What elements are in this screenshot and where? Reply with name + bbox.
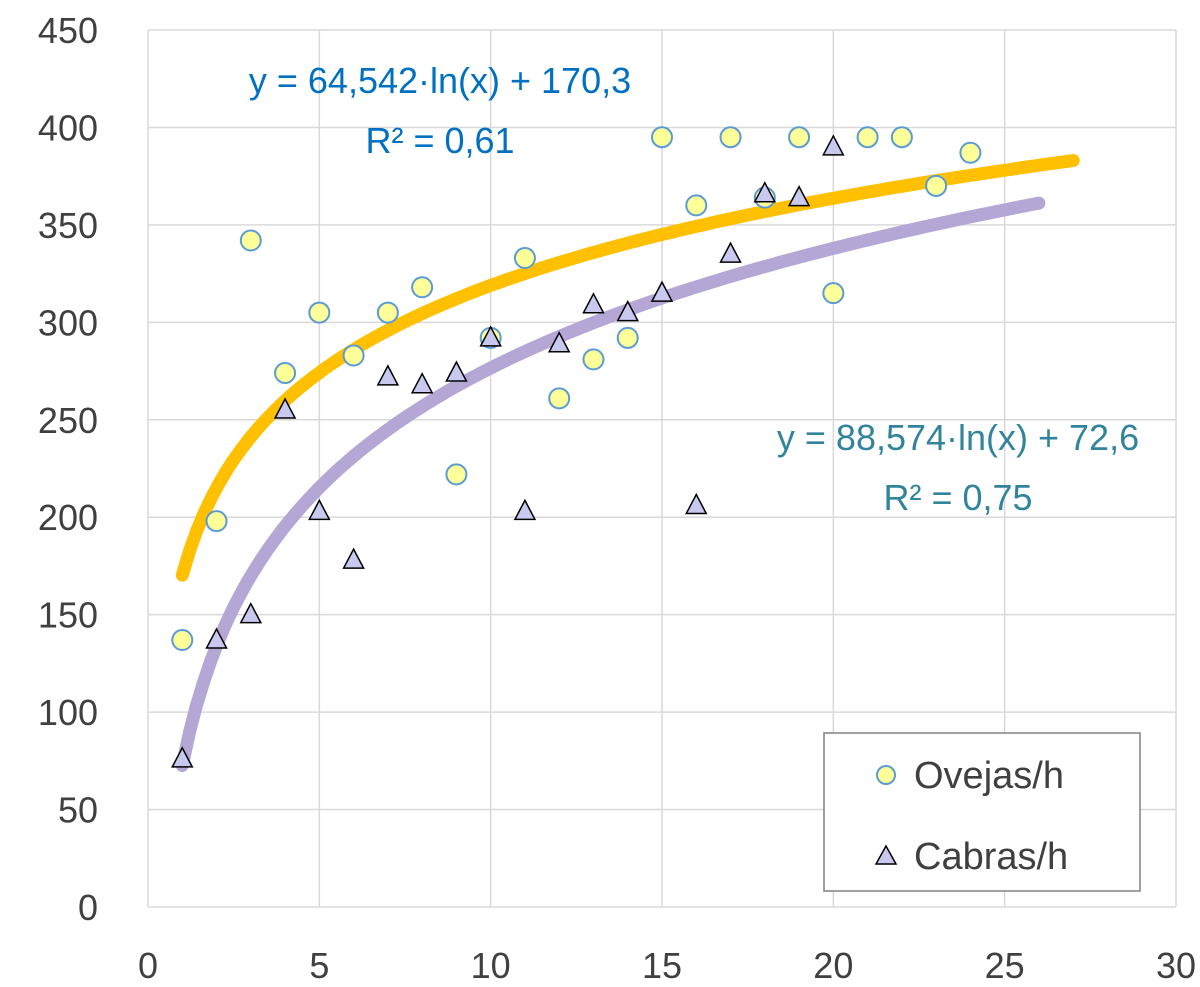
x-tick-label: 20	[813, 945, 853, 986]
point-cabras	[547, 331, 571, 353]
x-tick-label: 0	[138, 945, 158, 986]
point-ovejas	[616, 326, 639, 349]
point-ovejas	[274, 362, 297, 385]
trendline-cabras	[175, 196, 1046, 772]
point-ovejas	[239, 229, 262, 252]
point-ovejas	[308, 301, 331, 324]
data-points	[171, 126, 982, 768]
y-tick-label: 350	[38, 205, 98, 246]
x-tick-label: 25	[985, 945, 1025, 986]
point-cabras	[273, 397, 297, 419]
point-cabras	[753, 181, 777, 203]
point-cabras	[239, 602, 263, 624]
point-ovejas	[925, 174, 948, 197]
trendline-equation-ovejas: y = 64,542·ln(x) + 170,3	[249, 60, 631, 101]
point-ovejas	[856, 126, 879, 149]
legend: Ovejas/h Cabras/h	[823, 732, 1141, 892]
point-cabras	[342, 547, 365, 569]
point-cabras	[376, 364, 400, 386]
point-ovejas	[445, 463, 468, 486]
x-tick-label: 15	[642, 945, 682, 986]
point-cabras	[308, 498, 331, 521]
x-tick-label: 5	[309, 945, 329, 986]
y-tick-label: 100	[38, 692, 98, 733]
legend-marker-ovejas	[876, 765, 896, 785]
point-ovejas	[342, 344, 365, 367]
point-ovejas	[582, 348, 605, 371]
point-ovejas	[513, 247, 536, 270]
x-tick-label: 10	[471, 945, 511, 986]
y-tick-label: 150	[38, 595, 98, 636]
point-cabras	[685, 492, 708, 515]
point-cabras	[205, 627, 228, 649]
point-ovejas	[376, 301, 399, 324]
x-tick-label: 30	[1156, 945, 1196, 986]
y-tick-label: 300	[38, 302, 98, 343]
legend-label-ovejas: Ovejas/h	[914, 755, 1064, 797]
gridlines	[147, 29, 1177, 908]
point-ovejas	[685, 194, 708, 217]
point-ovejas	[411, 276, 434, 299]
trendline-r2-ovejas: R² = 0,61	[365, 120, 514, 161]
point-cabras	[787, 184, 811, 207]
trendline-ovejas	[175, 154, 1080, 582]
point-ovejas	[719, 126, 742, 149]
y-tick-label: 250	[38, 400, 98, 441]
legend-marker-cabras	[874, 844, 898, 865]
point-ovejas	[548, 387, 571, 410]
point-cabras	[650, 280, 674, 302]
y-tick-label: 0	[78, 887, 98, 928]
point-ovejas	[651, 126, 673, 149]
y-tick-label: 50	[58, 790, 98, 831]
trendline-r2-cabras: R² = 0,75	[883, 477, 1032, 518]
trendlines	[175, 154, 1080, 772]
point-ovejas	[788, 126, 811, 149]
point-cabras	[479, 325, 502, 347]
point-cabras	[445, 360, 468, 382]
point-ovejas	[890, 126, 913, 149]
trendline-equation-cabras: y = 88,574·ln(x) + 72,6	[777, 417, 1139, 458]
point-ovejas	[171, 629, 194, 652]
point-cabras	[171, 746, 194, 768]
legend-label-cabras: Cabras/h	[914, 836, 1068, 878]
point-cabras	[616, 299, 639, 322]
point-ovejas	[822, 282, 845, 305]
point-ovejas	[959, 141, 982, 164]
point-cabras	[582, 292, 605, 314]
point-cabras	[822, 134, 845, 156]
point-cabras	[719, 241, 742, 263]
point-cabras	[513, 498, 537, 521]
point-ovejas	[205, 510, 228, 533]
y-tick-label: 450	[38, 10, 98, 51]
y-tick-label: 400	[38, 107, 98, 148]
point-cabras	[410, 372, 434, 394]
y-tick-label: 200	[38, 497, 98, 538]
